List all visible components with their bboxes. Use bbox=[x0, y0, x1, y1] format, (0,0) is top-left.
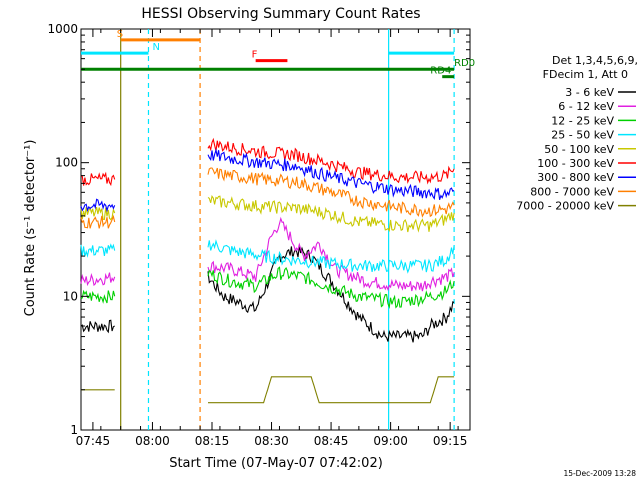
legend-label-3: 25 - 50 keV bbox=[551, 129, 614, 142]
flag-label-0: S bbox=[117, 29, 123, 40]
series-line-6-seg-1 bbox=[207, 148, 455, 200]
series-line-1-seg-1 bbox=[207, 216, 455, 292]
series-line-6-seg-0 bbox=[80, 198, 116, 213]
legend-header-line-1: Det 1,3,4,5,6,9, bbox=[552, 54, 638, 67]
plot-frame bbox=[80, 28, 471, 431]
y-tick-label-2: 100 bbox=[55, 156, 78, 170]
plot-area bbox=[80, 28, 471, 431]
series-line-5-seg-1 bbox=[207, 137, 455, 185]
x-axis-label: Start Time (07-May-07 07:42:02) bbox=[169, 456, 383, 471]
series-line-0-seg-0 bbox=[80, 319, 115, 334]
x-tick-label-2: 08:15 bbox=[195, 434, 230, 448]
series-line-3-seg-1 bbox=[207, 239, 455, 274]
series-line-3-seg-0 bbox=[80, 243, 116, 258]
flag-label-3: RD0 bbox=[454, 58, 475, 69]
series-line-8-seg-1 bbox=[208, 376, 455, 404]
x-tick-label-3: 08:30 bbox=[254, 434, 289, 448]
y-tick-label-1: 10 bbox=[63, 289, 78, 303]
legend-label-7: 800 - 7000 keV bbox=[530, 185, 614, 198]
series-line-1-seg-0 bbox=[80, 272, 116, 287]
axis-layer: 1 10 100 1000 07:45 08:00 08:15 08:30 08:45 09:00… bbox=[47, 22, 470, 448]
series-line-0-seg-1 bbox=[207, 245, 455, 343]
legend: Det 1,3,4,5,6,9, FDecim 1, Att 0 3 - 6 k… bbox=[516, 54, 638, 213]
x-tick-label-6: 09:15 bbox=[433, 434, 468, 448]
x-tick-label-1: 08:00 bbox=[135, 434, 170, 448]
legend-label-5: 100 - 300 keV bbox=[537, 157, 614, 170]
series-line-2-seg-0 bbox=[80, 289, 116, 304]
y-tick-label-3: 1000 bbox=[47, 22, 78, 36]
y-axis-label: Count Rate (s⁻¹ detector⁻¹) bbox=[23, 140, 38, 317]
legend-label-6: 300 - 800 keV bbox=[537, 171, 614, 184]
legend-label-8: 7000 - 20000 keV bbox=[516, 200, 614, 213]
series-line-4-seg-1 bbox=[207, 194, 455, 233]
x-tick-label-0: 07:45 bbox=[76, 434, 111, 448]
legend-label-2: 12 - 25 keV bbox=[551, 114, 614, 127]
x-tick-label-5: 09:00 bbox=[373, 434, 408, 448]
legend-label-1: 6 - 12 keV bbox=[558, 100, 614, 113]
legend-label-4: 50 - 100 keV bbox=[544, 143, 614, 156]
flag-label-2: F bbox=[252, 50, 258, 61]
data-layer bbox=[80, 137, 455, 404]
series-line-2-seg-1 bbox=[207, 266, 455, 310]
x-tick-label-4: 08:45 bbox=[314, 434, 349, 448]
footer-timestamp: 15-Dec-2009 13:28 bbox=[563, 469, 636, 478]
series-line-5-seg-0 bbox=[80, 171, 116, 187]
y-tick-label-0: 1 bbox=[70, 423, 78, 437]
flag-label-4: RD4 bbox=[430, 66, 451, 77]
legend-header-line-2: FDecim 1, Att 0 bbox=[543, 68, 628, 81]
flag-label-1: N bbox=[152, 42, 159, 53]
chart-title: HESSI Observing Summary Count Rates bbox=[141, 6, 420, 22]
series-line-4-seg-0 bbox=[80, 206, 116, 221]
legend-label-0: 3 - 6 keV bbox=[565, 86, 614, 99]
series-line-7-seg-1 bbox=[207, 167, 455, 218]
series-line-7-seg-0 bbox=[80, 214, 116, 229]
